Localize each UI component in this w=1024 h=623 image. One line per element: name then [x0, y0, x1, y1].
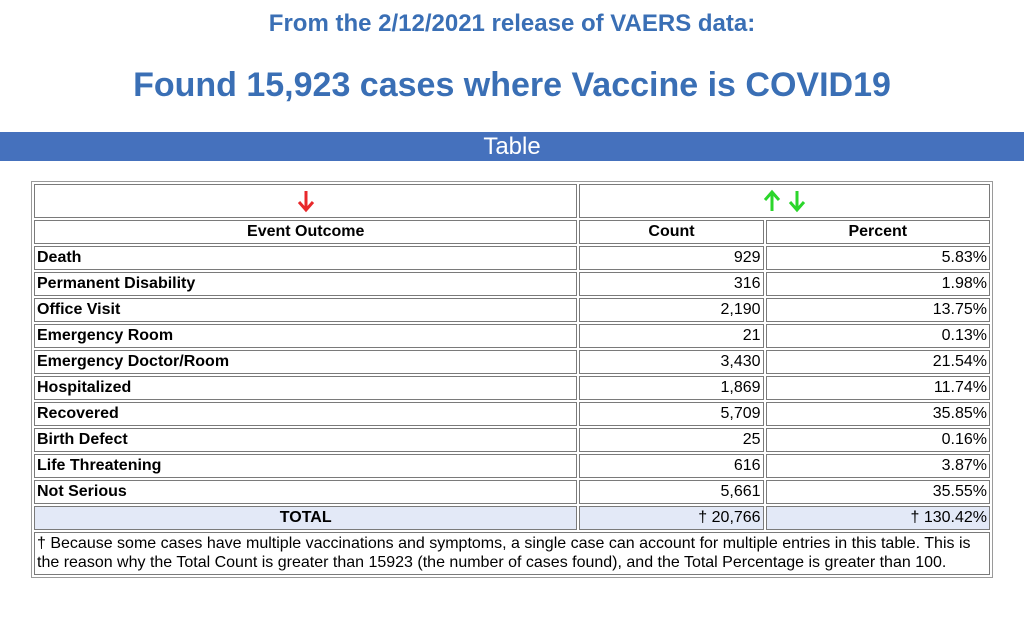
outcome-sort-cell — [34, 184, 578, 218]
event-outcome-cell: Office Visit — [34, 298, 578, 322]
table-row: Recovered 5,709 35.85% — [34, 402, 990, 426]
percent-cell: 0.16% — [765, 428, 990, 452]
percent-cell: 0.13% — [765, 324, 990, 348]
page-title: Found 15,923 cases where Vaccine is COVI… — [133, 66, 891, 104]
table-row: Not Serious 5,661 35.55% — [34, 480, 990, 504]
count-cell: 21 — [579, 324, 764, 348]
table-row: Death 929 5.83% — [34, 246, 990, 270]
count-sort-cell — [579, 184, 990, 218]
event-outcome-cell: Hospitalized — [34, 376, 578, 400]
count-cell: 929 — [579, 246, 764, 270]
count-cell: 5,709 — [579, 402, 764, 426]
percent-cell: 35.55% — [765, 480, 990, 504]
header-row: Event Outcome Count Percent — [34, 220, 990, 244]
event-outcome-cell: Emergency Doctor/Room — [34, 350, 578, 374]
event-outcome-cell: Birth Defect — [34, 428, 578, 452]
total-percent: † 130.42% — [765, 506, 990, 530]
percent-cell: 11.74% — [765, 376, 990, 400]
table-row: Hospitalized 1,869 11.74% — [34, 376, 990, 400]
sort-row — [34, 184, 990, 218]
event-outcome-cell: Death — [34, 246, 578, 270]
footnote-row: † Because some cases have multiple vacci… — [34, 532, 990, 575]
count-cell: 616 — [579, 454, 764, 478]
percent-cell: 21.54% — [765, 350, 990, 374]
arrow-down-green-icon[interactable] — [787, 188, 807, 214]
results-table-wrapper: Event Outcome Count Percent Death 929 5.83… — [31, 181, 993, 578]
count-cell: 1,869 — [579, 376, 764, 400]
percent-cell: 5.83% — [765, 246, 990, 270]
arrow-up-green-icon[interactable] — [762, 188, 782, 214]
arrow-down-red-icon[interactable] — [296, 188, 316, 214]
percent-cell: 1.98% — [765, 272, 990, 296]
percent-cell: 35.85% — [765, 402, 990, 426]
section-bar: Table — [0, 132, 1024, 161]
event-outcome-cell: Permanent Disability — [34, 272, 578, 296]
percent-cell: 13.75% — [765, 298, 990, 322]
footnote: † Because some cases have multiple vacci… — [34, 532, 990, 575]
count-cell: 316 — [579, 272, 764, 296]
count-cell: 5,661 — [579, 480, 764, 504]
event-outcome-cell: Emergency Room — [34, 324, 578, 348]
results-table: Event Outcome Count Percent Death 929 5.83… — [31, 181, 993, 578]
percent-cell: 3.87% — [765, 454, 990, 478]
table-row: Emergency Doctor/Room 3,430 21.54% — [34, 350, 990, 374]
event-outcome-cell: Not Serious — [34, 480, 578, 504]
header-percent[interactable]: Percent — [765, 220, 990, 244]
total-row: TOTAL † 20,766 † 130.42% — [34, 506, 990, 530]
table-row: Life Threatening 616 3.87% — [34, 454, 990, 478]
event-outcome-cell: Life Threatening — [34, 454, 578, 478]
table-row: Birth Defect 25 0.16% — [34, 428, 990, 452]
section-bar-label: Table — [483, 133, 541, 160]
total-label: TOTAL — [34, 506, 578, 530]
header-count[interactable]: Count — [579, 220, 764, 244]
header-event-outcome[interactable]: Event Outcome — [34, 220, 578, 244]
table-row: Emergency Room 21 0.13% — [34, 324, 990, 348]
table-row: Office Visit 2,190 13.75% — [34, 298, 990, 322]
release-subtitle: From the 2/12/2021 release of VAERS data… — [268, 10, 756, 37]
count-cell: 3,430 — [579, 350, 764, 374]
count-cell: 2,190 — [579, 298, 764, 322]
event-outcome-cell: Recovered — [34, 402, 578, 426]
total-count: † 20,766 — [579, 506, 764, 530]
table-row: Permanent Disability 316 1.98% — [34, 272, 990, 296]
count-cell: 25 — [579, 428, 764, 452]
